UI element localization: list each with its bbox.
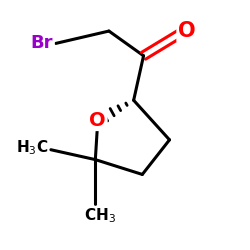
Text: O: O (90, 110, 106, 130)
Text: O: O (178, 21, 196, 41)
Text: CH$_3$: CH$_3$ (84, 206, 116, 225)
Text: H$_3$C: H$_3$C (16, 138, 48, 156)
Text: Br: Br (31, 34, 53, 52)
